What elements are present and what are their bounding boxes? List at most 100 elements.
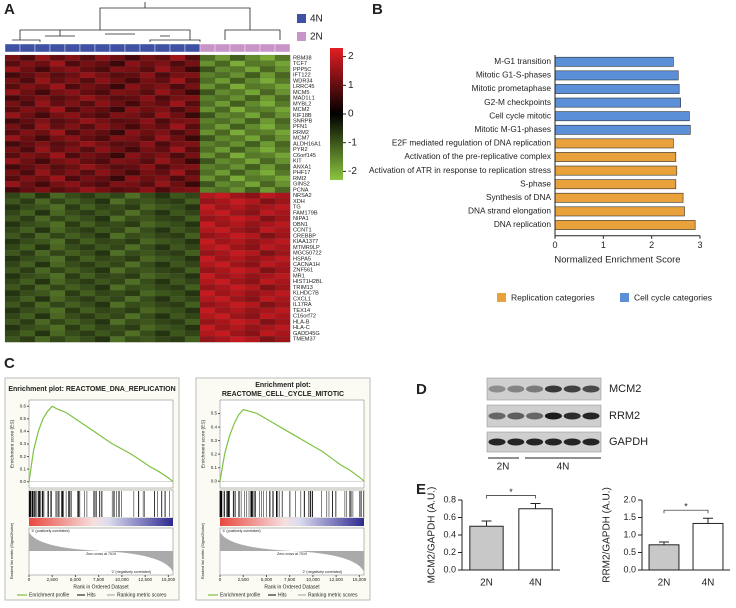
heat-cell	[64, 89, 81, 96]
heat-cell	[94, 296, 111, 303]
y-axis-label: RRM2/GAPDH (A.U.)	[602, 487, 613, 583]
blot-band	[563, 412, 581, 420]
heat-cell	[184, 146, 201, 153]
bar	[692, 522, 724, 571]
heat-cell	[139, 238, 156, 245]
heat-cell	[214, 215, 231, 222]
category-label: Activation of ATR in response to replica…	[369, 165, 551, 175]
legend-label: Hits	[278, 592, 287, 598]
heat-cell	[229, 273, 246, 280]
heat-cell	[34, 209, 51, 216]
heat-cell	[124, 284, 141, 291]
heat-cell	[4, 255, 21, 262]
heat-cell	[199, 227, 216, 234]
heat-cell	[139, 290, 156, 297]
heat-cell	[229, 215, 246, 222]
heat-cell	[199, 273, 216, 280]
significance-label: *	[509, 487, 513, 497]
heat-cell	[244, 313, 261, 320]
heat-cell	[154, 313, 171, 320]
heat-cell	[94, 336, 111, 343]
heat-cell	[139, 215, 156, 222]
heat-cell	[139, 163, 156, 171]
gene-label: TG	[293, 205, 301, 211]
heat-cell	[274, 301, 291, 308]
heat-cell	[259, 215, 276, 222]
heat-cell	[19, 158, 36, 165]
heat-cell	[199, 72, 216, 79]
heat-cell	[4, 72, 21, 79]
heat-cell	[259, 313, 276, 320]
heat-cell	[244, 261, 261, 268]
heat-cell	[259, 204, 276, 211]
heat-cell	[19, 221, 36, 228]
heat-cell	[94, 129, 111, 136]
gene-label: FAM179B	[293, 210, 318, 216]
heat-cell	[109, 163, 126, 171]
heat-cell	[64, 318, 81, 326]
heat-cell	[139, 255, 156, 262]
heat-cell	[79, 296, 96, 303]
heat-cell	[124, 158, 141, 165]
heat-cell	[124, 336, 141, 343]
heat-cell	[49, 146, 66, 153]
gene-label: MAD1L1	[293, 96, 315, 102]
heat-cell	[199, 209, 216, 216]
heat-cell	[244, 54, 261, 62]
heat-cell	[124, 227, 141, 234]
gene-label: MGC50722	[293, 251, 322, 257]
heat-cell	[259, 336, 276, 343]
annotation: '4' (positively correlated)	[222, 529, 261, 533]
heat-cell	[49, 54, 66, 62]
heat-cell	[139, 152, 156, 159]
heat-cell	[124, 324, 141, 331]
heat-cell	[109, 255, 126, 262]
heat-cell	[229, 123, 246, 130]
heat-cell	[34, 54, 51, 62]
group-cell	[274, 43, 291, 53]
heat-cell	[169, 129, 186, 136]
heat-cell	[244, 307, 261, 314]
heat-cell	[154, 290, 171, 297]
heat-cell	[34, 278, 51, 285]
heat-cell	[274, 135, 291, 142]
heat-cell	[199, 313, 216, 320]
heat-cell	[199, 181, 216, 188]
heat-cell	[229, 60, 246, 67]
heat-cell	[259, 278, 276, 285]
heat-cell	[34, 146, 51, 153]
heat-cell	[19, 135, 36, 142]
heat-cell	[214, 313, 231, 320]
heat-cell	[229, 238, 246, 245]
heat-cell	[259, 232, 276, 239]
heat-cell	[109, 106, 126, 113]
y-tick-label: 0.2	[211, 451, 218, 456]
heat-cell	[4, 244, 21, 251]
heat-cell	[184, 158, 201, 165]
heat-cell	[274, 169, 291, 176]
heat-cell	[124, 169, 141, 176]
heat-cell	[169, 66, 186, 73]
heat-cell	[124, 330, 141, 337]
heat-cell	[94, 209, 111, 216]
heat-cell	[199, 261, 216, 268]
heat-cell	[64, 60, 81, 67]
error-bar	[703, 517, 713, 524]
heat-cell	[49, 227, 66, 234]
heat-cell	[19, 83, 36, 90]
heat-cell	[109, 290, 126, 297]
heat-cell	[49, 77, 66, 84]
heat-cell	[109, 169, 126, 176]
heat-cell	[49, 336, 66, 343]
heat-cell	[274, 215, 291, 222]
error-bar	[530, 503, 541, 509]
category-label: Synthesis of DNA	[486, 192, 551, 202]
heat-cell	[259, 112, 276, 119]
heat-cell	[4, 301, 21, 308]
heat-cell	[19, 284, 36, 291]
heat-cell	[139, 261, 156, 268]
heat-cell	[94, 175, 111, 182]
heat-cell	[259, 227, 276, 234]
heat-cell	[184, 284, 201, 291]
heat-cell	[79, 232, 96, 239]
